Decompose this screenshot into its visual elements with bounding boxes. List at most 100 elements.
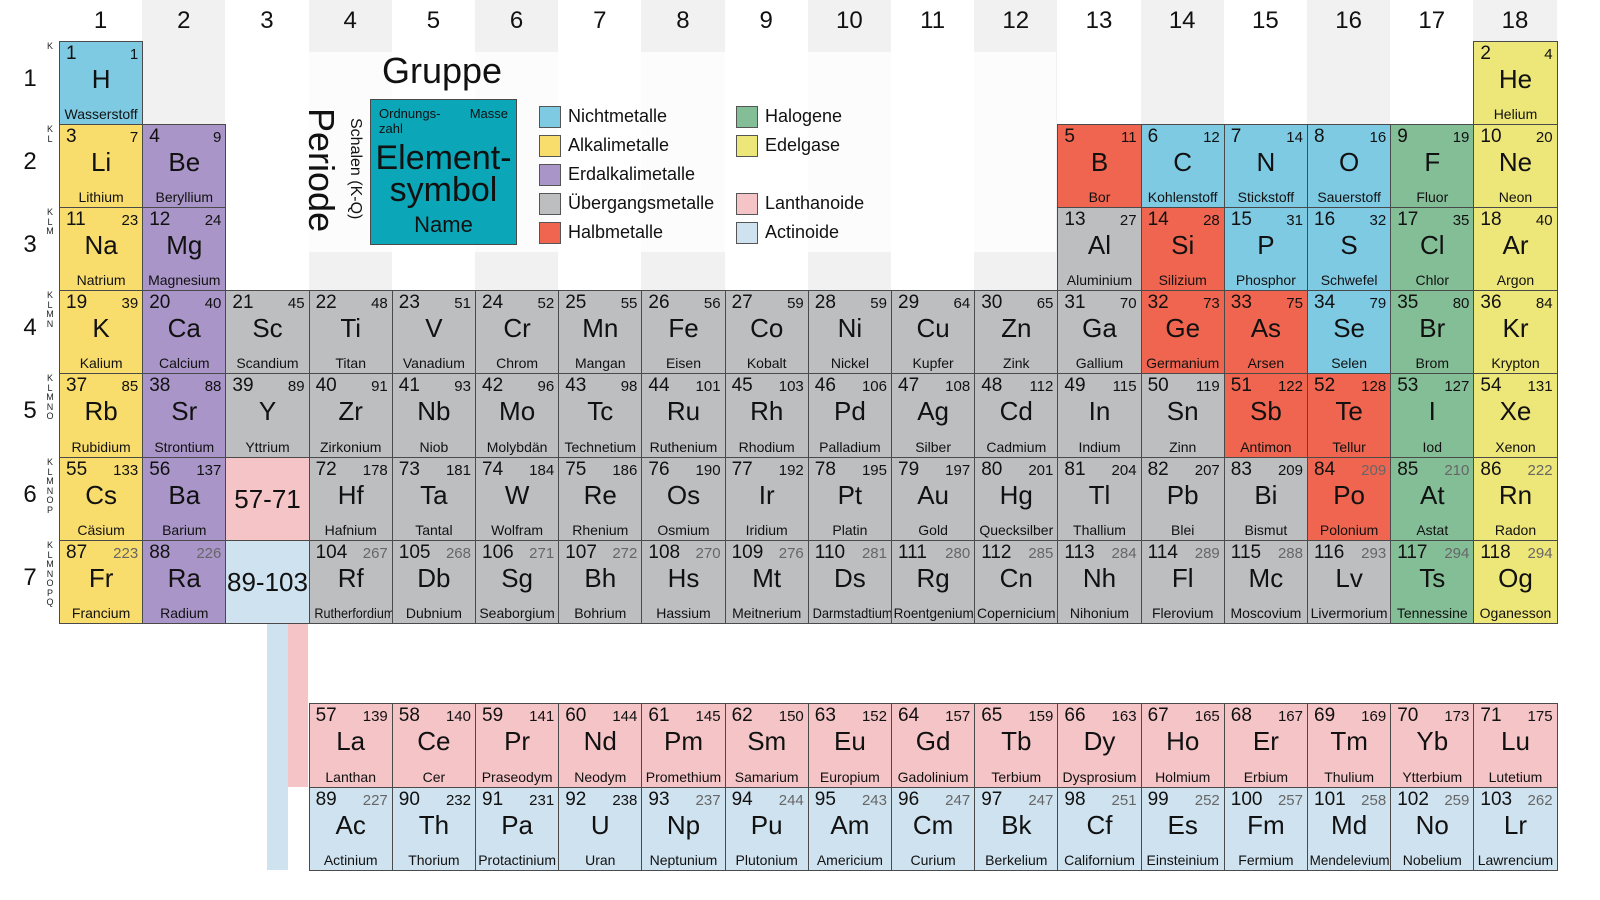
element-cell-np[interactable]: 93 237 Np Neptunium <box>641 787 726 871</box>
element-cell-h[interactable]: 1 1 H Wasserstoff <box>59 41 144 125</box>
element-cell-bh[interactable]: 107 272 Bh Bohrium <box>558 540 643 624</box>
element-cell-sn[interactable]: 50 119 Sn Zinn <box>1140 373 1225 458</box>
element-cell-ds[interactable]: 110 281 Ds Darmstadtium <box>807 540 892 624</box>
element-cell-nd[interactable]: 60 144 Nd Neodym <box>558 703 643 788</box>
element-cell-pd[interactable]: 46 106 Pd Palladium <box>807 373 892 458</box>
element-cell-es[interactable]: 99 252 Es Einsteinium <box>1140 787 1225 871</box>
element-cell-v[interactable]: 23 51 V Vanadium <box>391 290 476 374</box>
element-cell-mg[interactable]: 12 24 Mg Magnesium <box>142 207 227 291</box>
element-cell-fm[interactable]: 100 257 Fm Fermium <box>1223 787 1308 871</box>
element-cell-rf[interactable]: 104 267 Rf Rutherfordium <box>308 540 393 624</box>
element-cell-rb[interactable]: 37 85 Rb Rubidium <box>59 373 144 458</box>
element-cell-eu[interactable]: 63 152 Eu Europium <box>807 703 892 788</box>
element-cell-ru[interactable]: 44 101 Ru Ruthenium <box>641 373 726 458</box>
element-cell-tl[interactable]: 81 204 Tl Thallium <box>1057 457 1142 541</box>
element-cell-fr[interactable]: 87 223 Fr Francium <box>59 540 144 624</box>
element-cell-mc[interactable]: 115 288 Mc Moscovium <box>1223 540 1308 624</box>
element-cell-at[interactable]: 85 210 At Astat <box>1390 457 1475 541</box>
element-cell-sm[interactable]: 62 150 Sm Samarium <box>724 703 809 788</box>
element-cell-au[interactable]: 79 197 Au Gold <box>891 457 976 541</box>
element-cell-rh[interactable]: 45 103 Rh Rhodium <box>724 373 809 458</box>
element-cell-ag[interactable]: 47 108 Ag Silber <box>891 373 976 458</box>
element-cell-cr[interactable]: 24 52 Cr Chrom <box>475 290 560 374</box>
element-cell-hs[interactable]: 108 270 Hs Hassium <box>641 540 726 624</box>
element-cell-o[interactable]: 8 16 O Sauerstoff <box>1307 124 1392 208</box>
element-cell-bk[interactable]: 97 247 Bk Berkelium <box>974 787 1059 871</box>
element-cell-f[interactable]: 9 19 F Fluor <box>1390 124 1475 208</box>
element-cell-pb[interactable]: 82 207 Pb Blei <box>1140 457 1225 541</box>
element-cell-na[interactable]: 11 23 Na Natrium <box>59 207 144 291</box>
element-cell-os[interactable]: 76 190 Os Osmium <box>641 457 726 541</box>
element-cell-kr[interactable]: 36 84 Kr Krypton <box>1473 290 1558 374</box>
element-cell-cm[interactable]: 96 247 Cm Curium <box>891 787 976 871</box>
element-cell-dy[interactable]: 66 163 Dy Dysprosium <box>1057 703 1142 788</box>
element-cell-lu[interactable]: 71 175 Lu Lutetium <box>1473 703 1558 788</box>
element-cell-ce[interactable]: 58 140 Ce Cer <box>391 703 476 788</box>
element-cell-n[interactable]: 7 14 N Stickstoff <box>1223 124 1308 208</box>
element-cell-lv[interactable]: 116 293 Lv Livermorium <box>1307 540 1392 624</box>
element-cell-tb[interactable]: 65 159 Tb Terbium <box>974 703 1059 788</box>
element-cell-b[interactable]: 5 11 B Bor <box>1057 124 1142 208</box>
element-cell-th[interactable]: 90 232 Th Thorium <box>391 787 476 871</box>
element-cell-xe[interactable]: 54 131 Xe Xenon <box>1473 373 1558 458</box>
element-cell-sr[interactable]: 38 88 Sr Strontium <box>142 373 227 458</box>
element-cell-rn[interactable]: 86 222 Rn Radon <box>1473 457 1558 541</box>
element-cell-he[interactable]: 2 4 He Helium <box>1473 41 1558 125</box>
element-cell-ni[interactable]: 28 59 Ni Nickel <box>807 290 892 374</box>
element-cell-sg[interactable]: 106 271 Sg Seaborgium <box>475 540 560 624</box>
element-cell-zn[interactable]: 30 65 Zn Zink <box>974 290 1059 374</box>
element-cell-mn[interactable]: 25 55 Mn Mangan <box>558 290 643 374</box>
element-cell-ta[interactable]: 73 181 Ta Tantal <box>391 457 476 541</box>
element-cell-ir[interactable]: 77 192 Ir Iridium <box>724 457 809 541</box>
element-cell-mo[interactable]: 42 96 Mo Molybdän <box>475 373 560 458</box>
element-cell-gd[interactable]: 64 157 Gd Gadolinium <box>891 703 976 788</box>
element-cell-as[interactable]: 33 75 As Arsen <box>1223 290 1308 374</box>
element-cell-rg[interactable]: 111 280 Rg Roentgenium <box>891 540 976 624</box>
element-cell-am[interactable]: 95 243 Am Americium <box>807 787 892 871</box>
element-cell-pu[interactable]: 94 244 Pu Plutonium <box>724 787 809 871</box>
element-cell-po[interactable]: 84 209 Po Polonium <box>1307 457 1392 541</box>
element-cell-og[interactable]: 118 294 Og Oganesson <box>1473 540 1558 624</box>
element-cell-ts[interactable]: 117 294 Ts Tennessine <box>1390 540 1475 624</box>
element-cell-nh[interactable]: 113 284 Nh Nihonium <box>1057 540 1142 624</box>
element-cell-co[interactable]: 27 59 Co Kobalt <box>724 290 809 374</box>
element-cell-re[interactable]: 75 186 Re Rhenium <box>558 457 643 541</box>
element-cell-y[interactable]: 39 89 Y Yttrium <box>225 373 310 458</box>
element-cell-sb[interactable]: 51 122 Sb Antimon <box>1223 373 1308 458</box>
element-cell-i[interactable]: 53 127 I Iod <box>1390 373 1475 458</box>
element-cell-pr[interactable]: 59 141 Pr Praseodym <box>475 703 560 788</box>
element-cell-se[interactable]: 34 79 Se Selen <box>1307 290 1392 374</box>
element-cell-br[interactable]: 35 80 Br Brom <box>1390 290 1475 374</box>
element-cell-lr[interactable]: 103 262 Lr Lawrencium <box>1473 787 1558 871</box>
element-cell-c[interactable]: 6 12 C Kohlenstoff <box>1140 124 1225 208</box>
element-cell-mt[interactable]: 109 276 Mt Meitnerium <box>724 540 809 624</box>
element-cell-pm[interactable]: 61 145 Pm Promethium <box>641 703 726 788</box>
element-cell-tc[interactable]: 43 98 Tc Technetium <box>558 373 643 458</box>
element-cell-ne[interactable]: 10 20 Ne Neon <box>1473 124 1558 208</box>
element-cell-in[interactable]: 49 115 In Indium <box>1057 373 1142 458</box>
element-cell-cn[interactable]: 112 285 Cn Copernicium <box>974 540 1059 624</box>
element-cell-ac[interactable]: 89 227 Ac Actinium <box>308 787 393 871</box>
element-cell-ge[interactable]: 32 73 Ge Germanium <box>1140 290 1225 374</box>
element-cell-er[interactable]: 68 167 Er Erbium <box>1223 703 1308 788</box>
element-cell-yb[interactable]: 70 173 Yb Ytterbium <box>1390 703 1475 788</box>
element-cell-zr[interactable]: 40 91 Zr Zirkonium <box>308 373 393 458</box>
element-cell-ca[interactable]: 20 40 Ca Calcium <box>142 290 227 374</box>
element-cell-db[interactable]: 105 268 Db Dubnium <box>391 540 476 624</box>
element-cell-cf[interactable]: 98 251 Cf Californium <box>1057 787 1142 871</box>
element-cell-u[interactable]: 92 238 U Uran <box>558 787 643 871</box>
element-cell-ra[interactable]: 88 226 Ra Radium <box>142 540 227 624</box>
element-cell-no[interactable]: 102 259 No Nobelium <box>1390 787 1475 871</box>
element-cell-be[interactable]: 4 9 Be Beryllium <box>142 124 227 208</box>
element-cell-hf[interactable]: 72 178 Hf Hafnium <box>308 457 393 541</box>
element-cell-ar[interactable]: 18 40 Ar Argon <box>1473 207 1558 291</box>
series-placeholder-la[interactable]: 57-71 <box>225 457 310 541</box>
element-cell-cu[interactable]: 29 64 Cu Kupfer <box>891 290 976 374</box>
element-cell-ga[interactable]: 31 70 Ga Gallium <box>1057 290 1142 374</box>
element-cell-p[interactable]: 15 31 P Phosphor <box>1223 207 1308 291</box>
element-cell-bi[interactable]: 83 209 Bi Bismut <box>1223 457 1308 541</box>
element-cell-li[interactable]: 3 7 Li Lithium <box>59 124 144 208</box>
element-cell-cs[interactable]: 55 133 Cs Cäsium <box>59 457 144 541</box>
element-cell-la[interactable]: 57 139 La Lanthan <box>308 703 393 788</box>
element-cell-w[interactable]: 74 184 W Wolfram <box>475 457 560 541</box>
